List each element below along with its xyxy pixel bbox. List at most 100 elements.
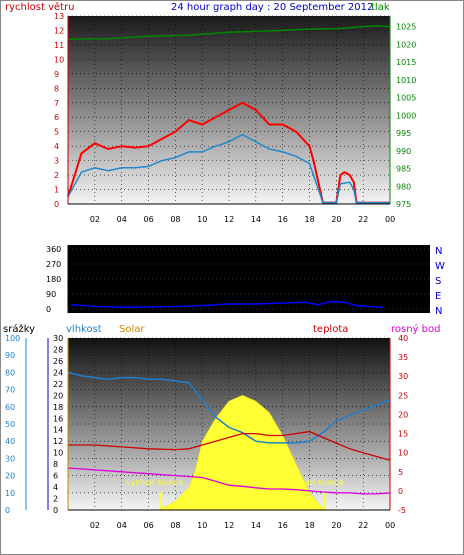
solar-tick-label: 8 — [53, 460, 58, 469]
x-tick-label: 08 — [170, 215, 180, 224]
pressure-tick-label: 1015 — [396, 58, 416, 67]
humidity-tick-label: 10 — [5, 489, 15, 498]
wind-tick-label: 3 — [54, 157, 59, 166]
solar-tick-label: 16 — [53, 414, 63, 423]
solar-tick-label: 6 — [53, 472, 58, 481]
pressure-line — [67, 25, 391, 40]
temperature-tick-label: 20 — [398, 410, 408, 419]
wind-tick-label: 1 — [54, 186, 59, 195]
direction-tick-label: 0 — [46, 305, 51, 314]
pressure-tick-label: 980 — [396, 182, 411, 191]
x-tick-label: 14 — [251, 521, 261, 530]
humidity-tick-label: 60 — [5, 403, 15, 412]
x-tick-label: 16 — [278, 521, 288, 530]
temperature-axis-label: teplota — [313, 324, 348, 335]
pressure-tick-label: 1005 — [396, 94, 416, 103]
x-tick-label: 22 — [358, 521, 368, 530]
humidity-tick-label: 100 — [5, 334, 20, 343]
wind-axis-label: rychlost větru — [5, 1, 75, 13]
x-tick-label: 12 — [224, 521, 234, 530]
compass-label: W — [435, 261, 445, 272]
wind-tick-label: 9 — [54, 70, 59, 79]
solar-tick-label: 12 — [53, 437, 63, 446]
temperature-tick-label: 40 — [398, 334, 408, 343]
temperature-tick-label: -5 — [398, 506, 406, 515]
wind-tick-label: 8 — [54, 84, 59, 93]
direction-tick-label: 90 — [46, 290, 56, 299]
compass-label: N — [435, 306, 442, 317]
dewpoint-axis-label: rosný bod — [391, 323, 440, 335]
wind-tick-label: 0 — [54, 200, 59, 209]
x-tick-label: 02 — [90, 215, 100, 224]
direction-tick-label: 270 — [46, 260, 61, 269]
solar-tick-label: 22 — [53, 380, 63, 389]
x-tick-label: 18 — [305, 521, 315, 530]
pressure-tick-label: 1020 — [396, 40, 416, 49]
solar-tick-label: 14 — [53, 426, 63, 435]
compass-label: S — [435, 276, 441, 287]
wind-axes: 02 04 06 08 10 12 14 16 18 20 22 000123456789101112… — [54, 12, 416, 224]
x-tick-label: 06 — [144, 215, 154, 224]
temperature-tick-label: 15 — [398, 430, 408, 439]
wind-tick-label: 6 — [54, 113, 59, 122]
solar-area — [68, 395, 390, 511]
x-tick-label: 20 — [331, 521, 341, 530]
humidity-tick-label: 50 — [5, 420, 15, 429]
wind-average-line — [67, 133, 390, 204]
compass-label: N — [435, 246, 442, 257]
pressure-tick-label: 995 — [396, 129, 411, 138]
solar-tick-label: 10 — [53, 449, 63, 458]
solar-axis-label: Solar — [119, 324, 145, 335]
pressure-axis-label: tlak — [371, 2, 390, 13]
direction-series — [70, 300, 384, 309]
compass-label: E — [435, 291, 441, 302]
pressure-tick-label: 1000 — [396, 111, 416, 120]
solar-tick-label: 28 — [53, 345, 63, 354]
temperature-axes: 02 04 06 08 10 12 14 16 18 20 22 000102030405060708… — [5, 334, 408, 530]
rain-axis-label: srážky — [3, 323, 35, 335]
wind-tick-label: 4 — [54, 142, 59, 151]
wind-tick-label: 2 — [54, 171, 59, 180]
temperature-tick-label: 30 — [398, 372, 408, 381]
solar-tick-label: 0 — [53, 506, 58, 515]
temperature-tick-label: 25 — [398, 391, 408, 400]
temperature-tick-label: 10 — [398, 449, 408, 458]
wind-grid — [68, 15, 391, 205]
pressure-tick-label: 1010 — [396, 76, 416, 85]
x-tick-label: 12 — [224, 215, 234, 224]
wind-tick-label: 7 — [54, 99, 59, 108]
sunrise-label: východ slunce — [126, 478, 183, 487]
humidity-tick-label: 30 — [5, 454, 15, 463]
x-tick-label: 10 — [197, 215, 207, 224]
temperature-series — [67, 371, 391, 511]
humidity-tick-label: 70 — [5, 386, 15, 395]
x-tick-label: 04 — [117, 215, 127, 224]
sunset-label: západ slunce — [291, 478, 344, 487]
temperature-line — [68, 430, 391, 461]
direction-tick-label: 360 — [46, 245, 61, 254]
x-tick-label: 22 — [358, 215, 368, 224]
dewpoint-line — [67, 467, 391, 495]
wind-series — [67, 25, 391, 204]
x-tick-label: 00 — [385, 215, 395, 224]
humidity-axis-label: vlhkost — [66, 324, 102, 335]
humidity-tick-label: 80 — [5, 368, 15, 377]
pressure-tick-label: 985 — [396, 165, 411, 174]
solar-tick-label: 24 — [53, 368, 63, 377]
pressure-tick-label: 975 — [396, 200, 411, 209]
solar-tick-label: 4 — [53, 483, 58, 492]
direction-tick-label: 180 — [46, 275, 61, 284]
temperature-tick-label: 0 — [398, 487, 403, 496]
humidity-tick-label: 20 — [5, 472, 15, 481]
temperature-tick-label: 35 — [398, 353, 408, 362]
pressure-tick-label: 1025 — [396, 23, 416, 32]
wind-tick-label: 10 — [54, 55, 64, 64]
solar-tick-label: 30 — [53, 334, 63, 343]
wind-tick-label: 11 — [54, 41, 64, 50]
x-tick-label: 18 — [305, 215, 315, 224]
humidity-tick-label: 0 — [5, 506, 10, 515]
wind-tick-label: 13 — [54, 12, 64, 21]
x-tick-label: 20 — [331, 215, 341, 224]
